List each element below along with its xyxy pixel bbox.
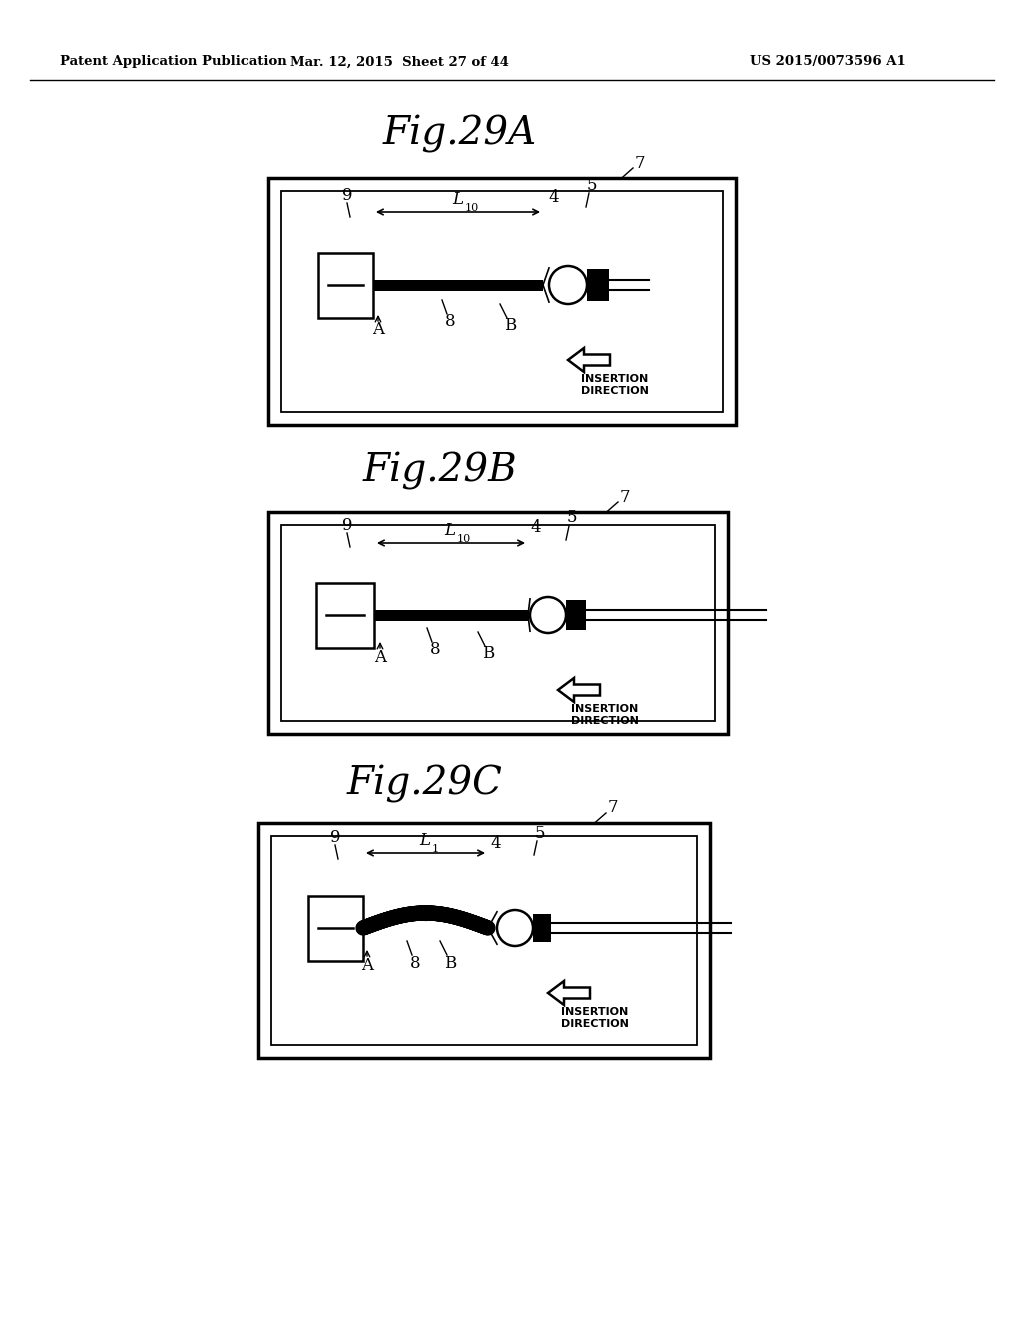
Bar — [587, 269, 609, 301]
Polygon shape — [568, 348, 610, 372]
Text: 5: 5 — [587, 177, 597, 194]
Text: Fig.29A: Fig.29A — [383, 115, 538, 153]
Circle shape — [530, 597, 566, 634]
Text: Mar. 12, 2015  Sheet 27 of 44: Mar. 12, 2015 Sheet 27 of 44 — [291, 55, 510, 69]
Text: 7: 7 — [608, 800, 618, 817]
Polygon shape — [548, 981, 590, 1005]
Bar — [281, 191, 723, 412]
Text: 8: 8 — [410, 954, 420, 972]
Text: 9: 9 — [342, 186, 352, 203]
Text: 10: 10 — [457, 535, 471, 544]
Text: B: B — [482, 645, 495, 663]
Text: A: A — [374, 648, 386, 665]
Bar — [373, 280, 543, 290]
Circle shape — [497, 909, 534, 946]
Text: 7: 7 — [620, 488, 631, 506]
Bar — [258, 822, 710, 1059]
Text: Patent Application Publication: Patent Application Publication — [60, 55, 287, 69]
Text: Fig.29B: Fig.29B — [362, 451, 517, 490]
Text: 1: 1 — [432, 843, 439, 854]
Text: 4: 4 — [548, 189, 559, 206]
Circle shape — [549, 267, 587, 304]
Text: L: L — [453, 191, 464, 209]
Bar — [566, 601, 586, 630]
Text: 7: 7 — [635, 154, 645, 172]
Text: US 2015/0073596 A1: US 2015/0073596 A1 — [750, 55, 906, 69]
Text: A: A — [372, 322, 384, 338]
Text: 5: 5 — [566, 510, 578, 527]
Bar — [374, 610, 528, 620]
Text: 5: 5 — [535, 825, 545, 842]
Bar — [316, 582, 374, 648]
Text: 4: 4 — [530, 520, 541, 536]
Text: INSERTION
DIRECTION: INSERTION DIRECTION — [571, 704, 639, 726]
Text: B: B — [443, 954, 456, 972]
Text: L: L — [420, 832, 430, 849]
Bar — [271, 836, 697, 1045]
Text: L: L — [444, 521, 456, 539]
Bar — [307, 895, 362, 961]
Polygon shape — [558, 678, 600, 702]
Text: 8: 8 — [444, 314, 456, 330]
Text: 9: 9 — [342, 516, 352, 533]
Text: INSERTION
DIRECTION: INSERTION DIRECTION — [581, 374, 649, 396]
Text: Fig.29C: Fig.29C — [347, 766, 503, 803]
Text: 4: 4 — [490, 834, 501, 851]
Bar — [317, 252, 373, 318]
Text: INSERTION
DIRECTION: INSERTION DIRECTION — [561, 1007, 629, 1028]
Text: 9: 9 — [330, 829, 340, 846]
Bar — [281, 525, 715, 721]
Text: 10: 10 — [465, 203, 479, 213]
Text: 8: 8 — [430, 642, 440, 659]
Text: A: A — [361, 957, 373, 974]
Bar — [268, 512, 728, 734]
Bar — [268, 178, 736, 425]
Text: B: B — [504, 318, 516, 334]
Bar — [534, 913, 551, 942]
